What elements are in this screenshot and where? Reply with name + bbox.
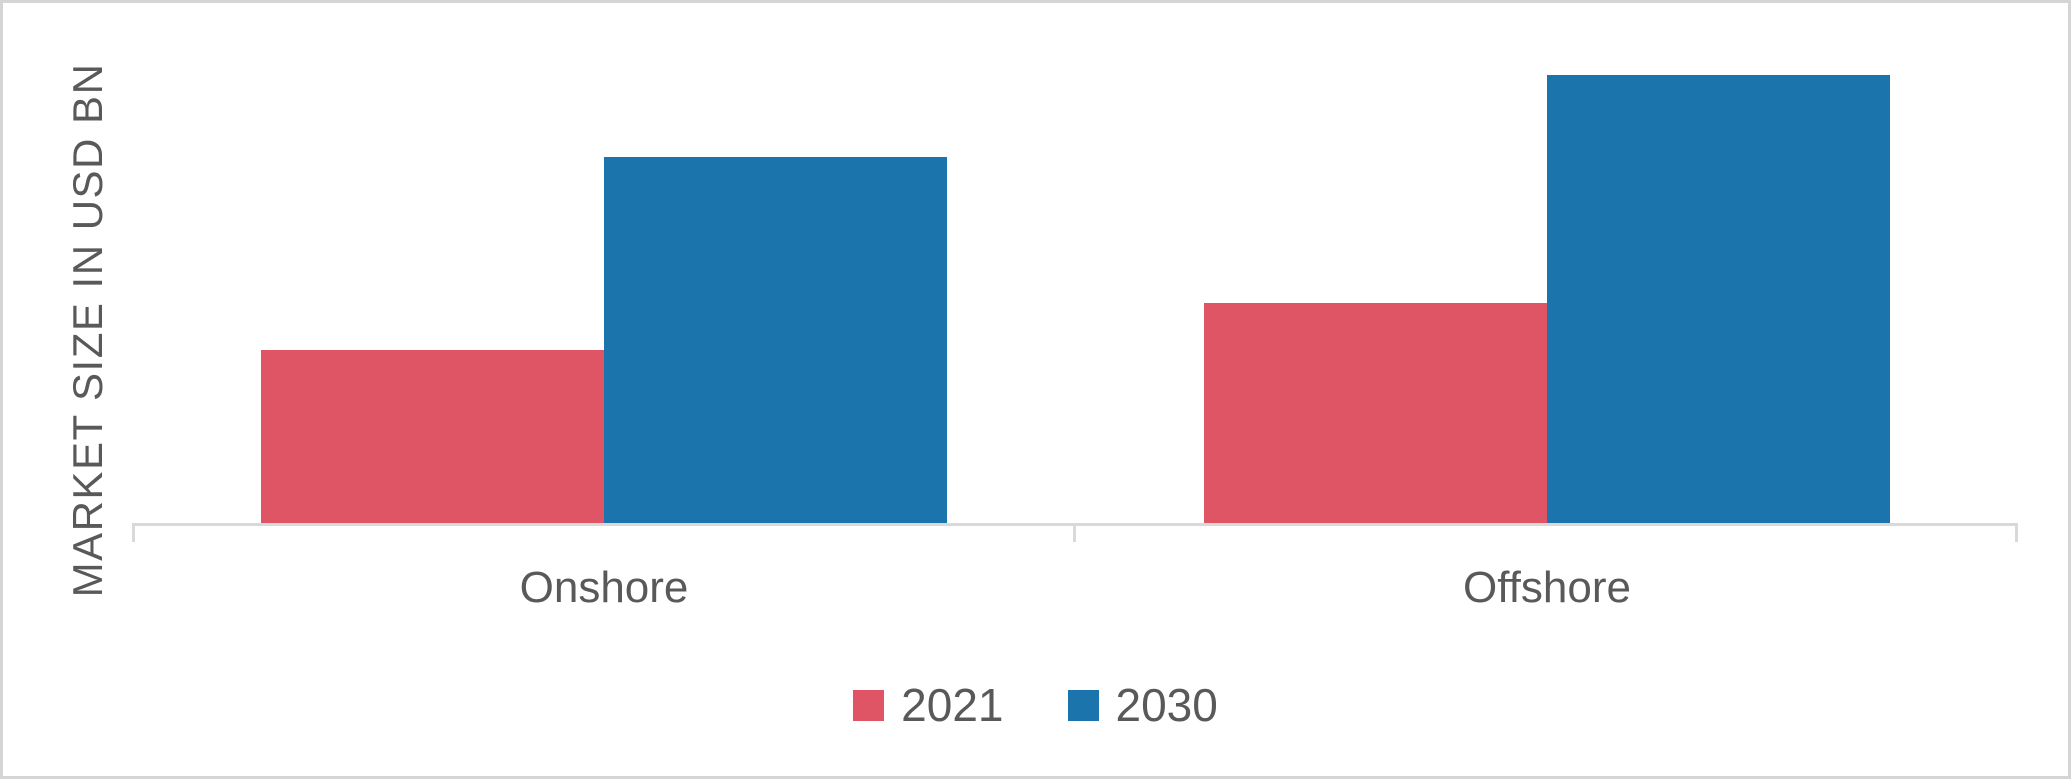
- legend: 2021 2030: [0, 678, 2071, 732]
- x-axis-tick: [1073, 525, 1076, 542]
- legend-color-swatch-2021: [853, 689, 885, 721]
- legend-label-2021: 2021: [901, 679, 1004, 731]
- x-axis-tick: [132, 525, 135, 542]
- x-axis-line: [132, 523, 2018, 526]
- bar-offshore-2021: [1204, 303, 1547, 525]
- legend-label-2030: 2030: [1115, 679, 1218, 731]
- x-axis-category-label-onshore: Onshore: [519, 563, 689, 612]
- x-axis-category-label-offshore: Offshore: [1463, 563, 1631, 612]
- bar-onshore-2021: [261, 350, 604, 525]
- bar-onshore-2030: [604, 157, 947, 525]
- legend-item-2030: 2030: [1067, 678, 1218, 732]
- legend-color-swatch-2030: [1067, 689, 1099, 721]
- x-axis-tick: [2015, 525, 2018, 542]
- y-axis-title: MARKET SIZE IN USD BN: [64, 62, 111, 598]
- bar-offshore-2030: [1547, 75, 1890, 525]
- legend-item-2021: 2021: [853, 678, 1004, 732]
